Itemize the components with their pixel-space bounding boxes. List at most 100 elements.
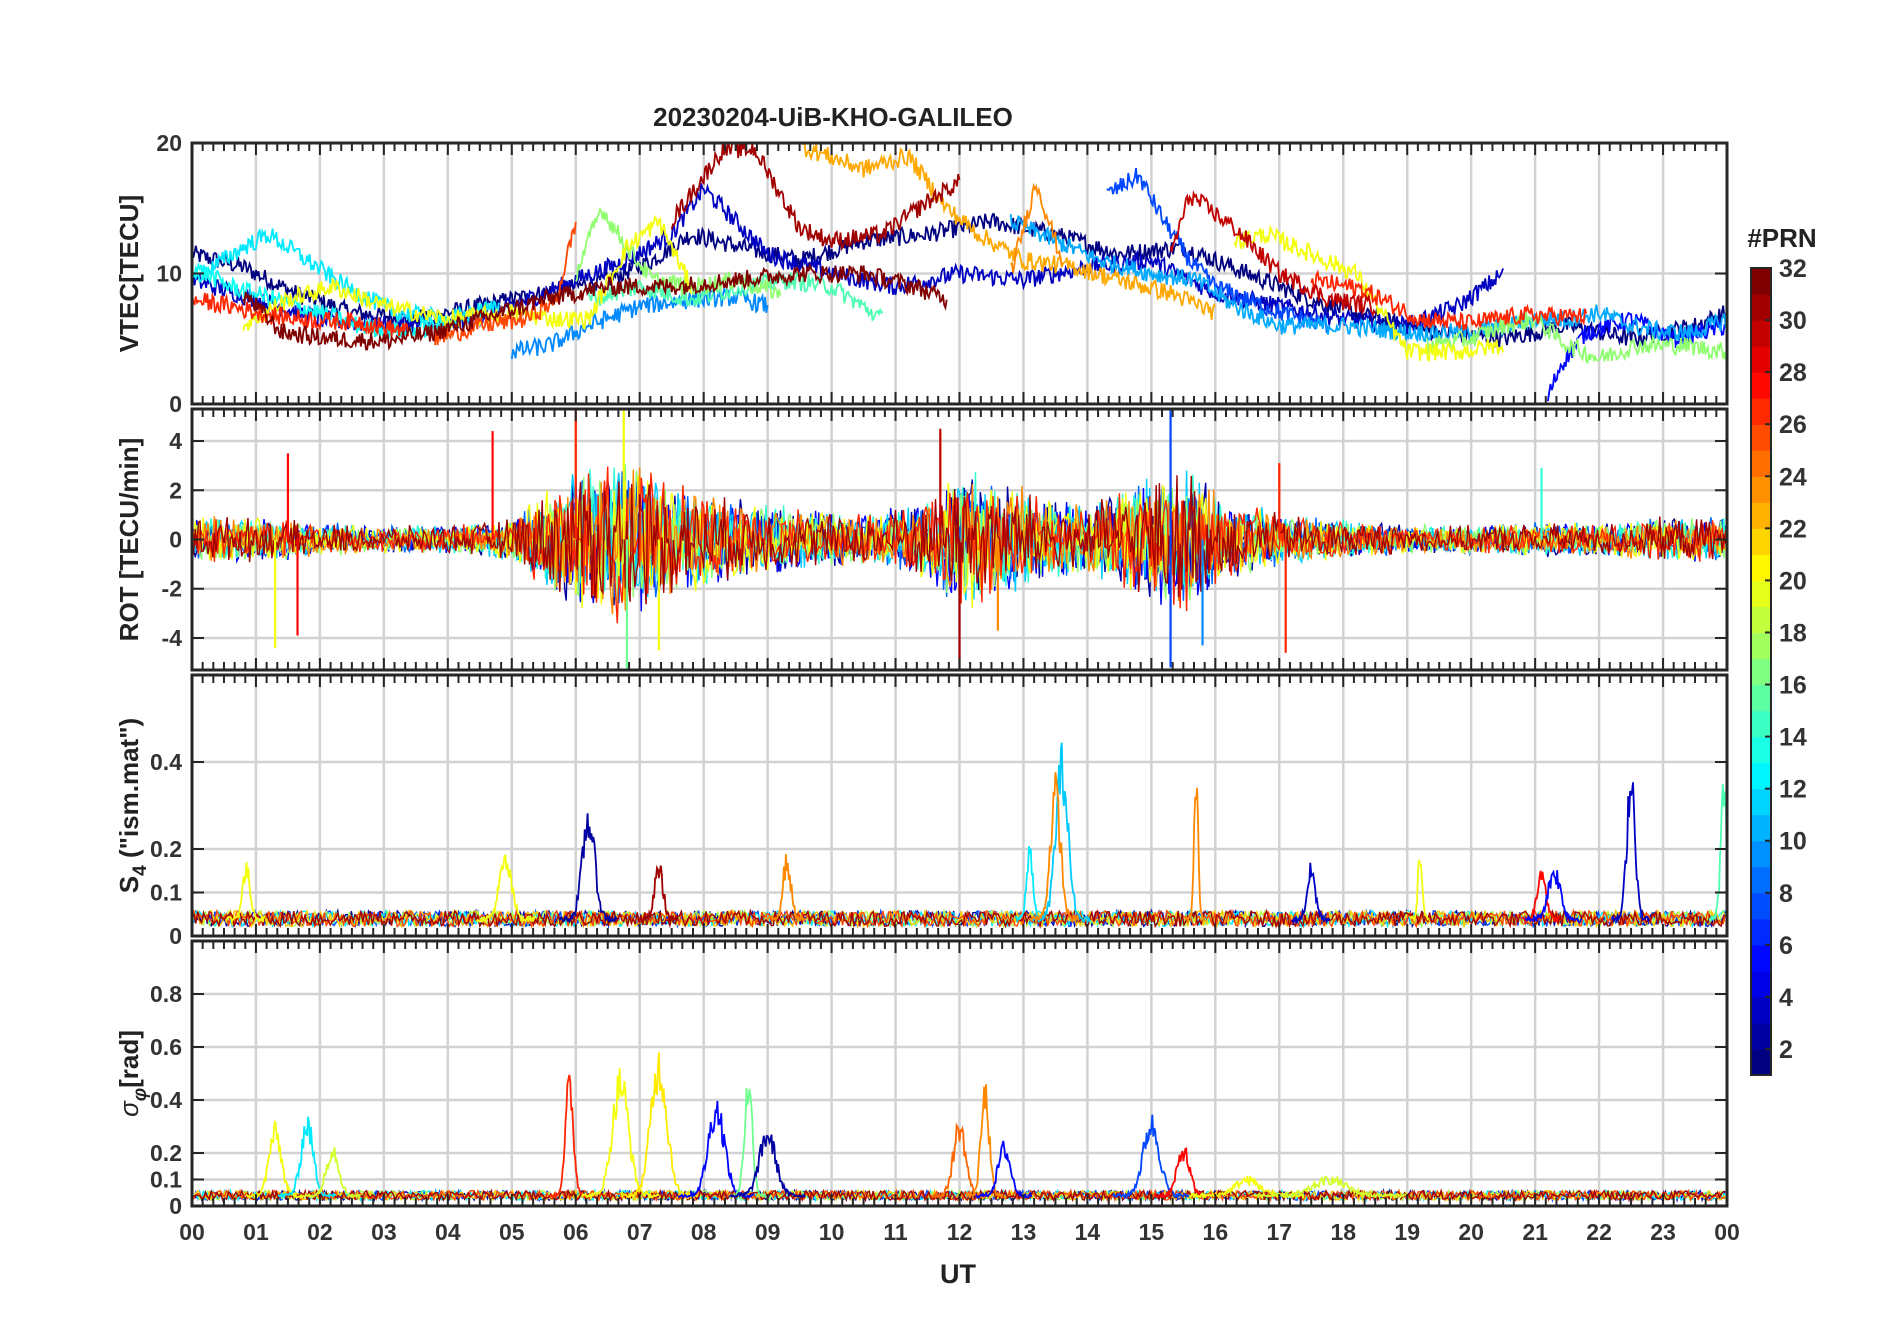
colorbar-segment	[1751, 606, 1771, 634]
panel-rot: -4 -2 0 2 4 ROT [TECU/min]	[114, 407, 1729, 672]
x-tick-label: 04	[435, 1219, 461, 1245]
y-axis-label-sigma_phi: σφ[rad]	[114, 1030, 151, 1117]
colorbar-segment	[1751, 892, 1771, 920]
y-tick-label: 0.1	[150, 880, 182, 906]
y-tick-label: 0.4	[150, 1087, 182, 1113]
colorbar-segment	[1751, 424, 1771, 451]
s4-peak-prn-3	[1611, 782, 1651, 924]
x-tick-label: 01	[243, 1219, 269, 1245]
s4-peak-prn-20	[475, 853, 536, 925]
y-axis-label-s4: S4 ("ism.mat")	[114, 718, 151, 893]
x-tick-label: 05	[499, 1219, 525, 1245]
y-tick-label: 10	[156, 261, 182, 287]
x-tick-label: 07	[627, 1219, 653, 1245]
colorbar-segment	[1751, 840, 1771, 868]
s4-peak-prn-20	[1409, 859, 1430, 924]
y-tick-label: 0.2	[150, 1140, 182, 1166]
y-tick-label: 0	[169, 527, 182, 553]
colorbar-segment	[1751, 268, 1771, 295]
x-tick-label: 10	[819, 1219, 845, 1245]
colorbar-frame	[1750, 267, 1772, 1076]
s4-peak-prn-24	[1185, 787, 1206, 922]
y-tick-label: -2	[162, 576, 182, 602]
vtec-series-prn-27	[1310, 269, 1588, 331]
vtec-series-prn-24	[1010, 182, 1063, 273]
vtec-series-prn-17	[1425, 312, 1727, 364]
s4-peak-prn-24	[1030, 772, 1080, 924]
sigma_phi-peak-prn-25	[930, 1122, 988, 1200]
colorbar-segment	[1751, 788, 1771, 816]
x-tick-label: 11	[883, 1219, 908, 1245]
colorbar-tick-label: 18	[1779, 619, 1807, 647]
y-axis-label-vtec: VTEC[TECU]	[114, 195, 144, 352]
x-tick-label: 23	[1650, 1219, 1676, 1245]
sigma_phi-peak-prn-19	[1253, 1174, 1407, 1201]
y-tick-label: 0.8	[150, 981, 182, 1007]
y-tick-label: 2	[169, 477, 182, 503]
s4-peak-prn-15	[1708, 783, 1727, 923]
colorbar-segment	[1751, 320, 1771, 347]
colorbar-tick-label: 6	[1779, 932, 1793, 960]
s4-peak-prn-3	[1291, 862, 1331, 925]
plot-area	[192, 143, 1727, 402]
colorbar-segment	[1751, 580, 1771, 608]
x-tick-label: 16	[1203, 1219, 1229, 1245]
x-tick-label: 14	[1075, 1219, 1101, 1245]
x-tick-label: 18	[1330, 1219, 1356, 1245]
s4-peak-prn-2	[558, 813, 618, 924]
vtec-series-prn-12	[192, 228, 500, 330]
y-tick-label: 4	[169, 428, 182, 454]
colorbar-tick-label: 32	[1779, 255, 1807, 283]
colorbar-tick-label: 10	[1779, 828, 1807, 856]
colorbar-segment	[1751, 866, 1771, 894]
vtec-series-prn-15	[587, 270, 884, 322]
vtec-series-prn-30	[1169, 190, 1376, 318]
colorbar-tick-label: 30	[1779, 307, 1807, 335]
colorbar-segment	[1751, 1048, 1771, 1076]
sigma_phi-peak-prn-19	[303, 1147, 362, 1200]
y-axis-label-rot: ROT [TECU/min]	[114, 438, 144, 642]
colorbar-segment	[1751, 684, 1771, 712]
s4-peak-prn-20	[226, 862, 266, 924]
colorbar-segment	[1751, 658, 1771, 686]
colorbar-segment	[1751, 814, 1771, 842]
colorbar-segment	[1751, 762, 1771, 790]
colorbar-tick-label: 28	[1779, 359, 1807, 387]
sigma_phi-peak-prn-12	[277, 1116, 337, 1200]
x-tick-label: 09	[755, 1219, 781, 1245]
sigma_phi-peak-prn-24	[965, 1084, 1004, 1201]
colorbar-tick-label: 16	[1779, 672, 1807, 700]
colorbar-segment	[1751, 450, 1771, 477]
sigma_phi-peak-prn-16	[729, 1088, 768, 1199]
x-tick-label: 20	[1458, 1219, 1484, 1245]
x-tick-label: 15	[1139, 1219, 1165, 1245]
colorbar-tick-label: 12	[1779, 776, 1807, 804]
colorbar-segment	[1751, 294, 1771, 321]
colorbar-segment	[1751, 710, 1771, 738]
colorbar-tick-label: 8	[1779, 880, 1793, 908]
y-tick-label: 0	[169, 1193, 182, 1219]
colorbar-segment	[1751, 398, 1771, 425]
colorbar-segment	[1751, 528, 1771, 555]
vtec-series-prn-27	[192, 291, 410, 337]
vtec-series-prn-32	[242, 262, 948, 351]
sigma_phi-peak-prn-20	[581, 1068, 660, 1200]
vtec-series-prn-9	[510, 286, 769, 360]
x-tick-label: 19	[1394, 1219, 1420, 1245]
x-tick-label: 21	[1522, 1219, 1548, 1245]
s4-peak-prn-12	[1014, 846, 1045, 924]
vtec-series-prn-31	[670, 143, 961, 252]
s4-baseline-prn-31	[192, 908, 1726, 929]
y-tick-label: 0.2	[150, 836, 182, 862]
s4-peak-prn-24	[766, 854, 806, 923]
colorbar-segment	[1751, 996, 1771, 1024]
sigma_phi-peak-prn-2	[728, 1134, 806, 1199]
colorbar-segment	[1751, 944, 1771, 972]
colorbar-tick-label: 24	[1779, 463, 1807, 491]
colorbar-tick-label: 26	[1779, 411, 1807, 439]
x-tick-label: 22	[1586, 1219, 1612, 1245]
sigma_phi-peak-prn-5	[678, 1100, 755, 1200]
